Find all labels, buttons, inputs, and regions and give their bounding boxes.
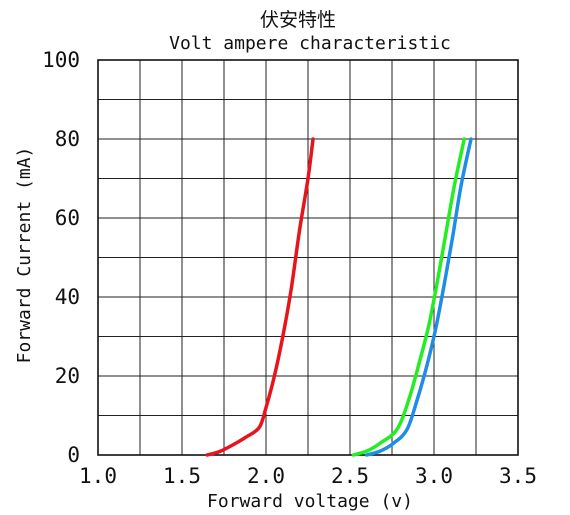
x-axis-label: Forward voltage (v) (207, 491, 413, 512)
y-axis-label: Forward Current (mA) (14, 147, 35, 364)
y-tick-label: 0 (67, 443, 80, 467)
x-tick-label: 1.0 (79, 464, 117, 488)
chart-subtitle: Volt ampere characteristic (169, 33, 451, 54)
chart-title: 伏安特性 (260, 9, 336, 31)
y-tick-label: 80 (55, 127, 80, 151)
y-tick-labels: 0 20 40 60 80 100 (42, 48, 80, 467)
series-line-2 (365, 137, 473, 457)
x-tick-label: 3.0 (415, 464, 453, 488)
y-tick-label: 100 (42, 48, 80, 72)
y-tick-label: 20 (55, 364, 80, 388)
series-line-1 (205, 137, 315, 457)
x-tick-label: 2.5 (331, 464, 369, 488)
x-tick-label: 3.5 (499, 464, 537, 488)
x-tick-label: 2.0 (247, 464, 285, 488)
data-series (205, 137, 473, 457)
x-tick-label: 1.5 (163, 464, 201, 488)
series-line-3 (351, 137, 466, 457)
grid-lines (98, 60, 518, 455)
x-tick-labels: 1.0 1.5 2.0 2.5 3.0 3.5 (79, 464, 537, 488)
y-tick-label: 60 (55, 206, 80, 230)
y-tick-label: 40 (55, 285, 80, 309)
plot-frame (97, 59, 519, 456)
